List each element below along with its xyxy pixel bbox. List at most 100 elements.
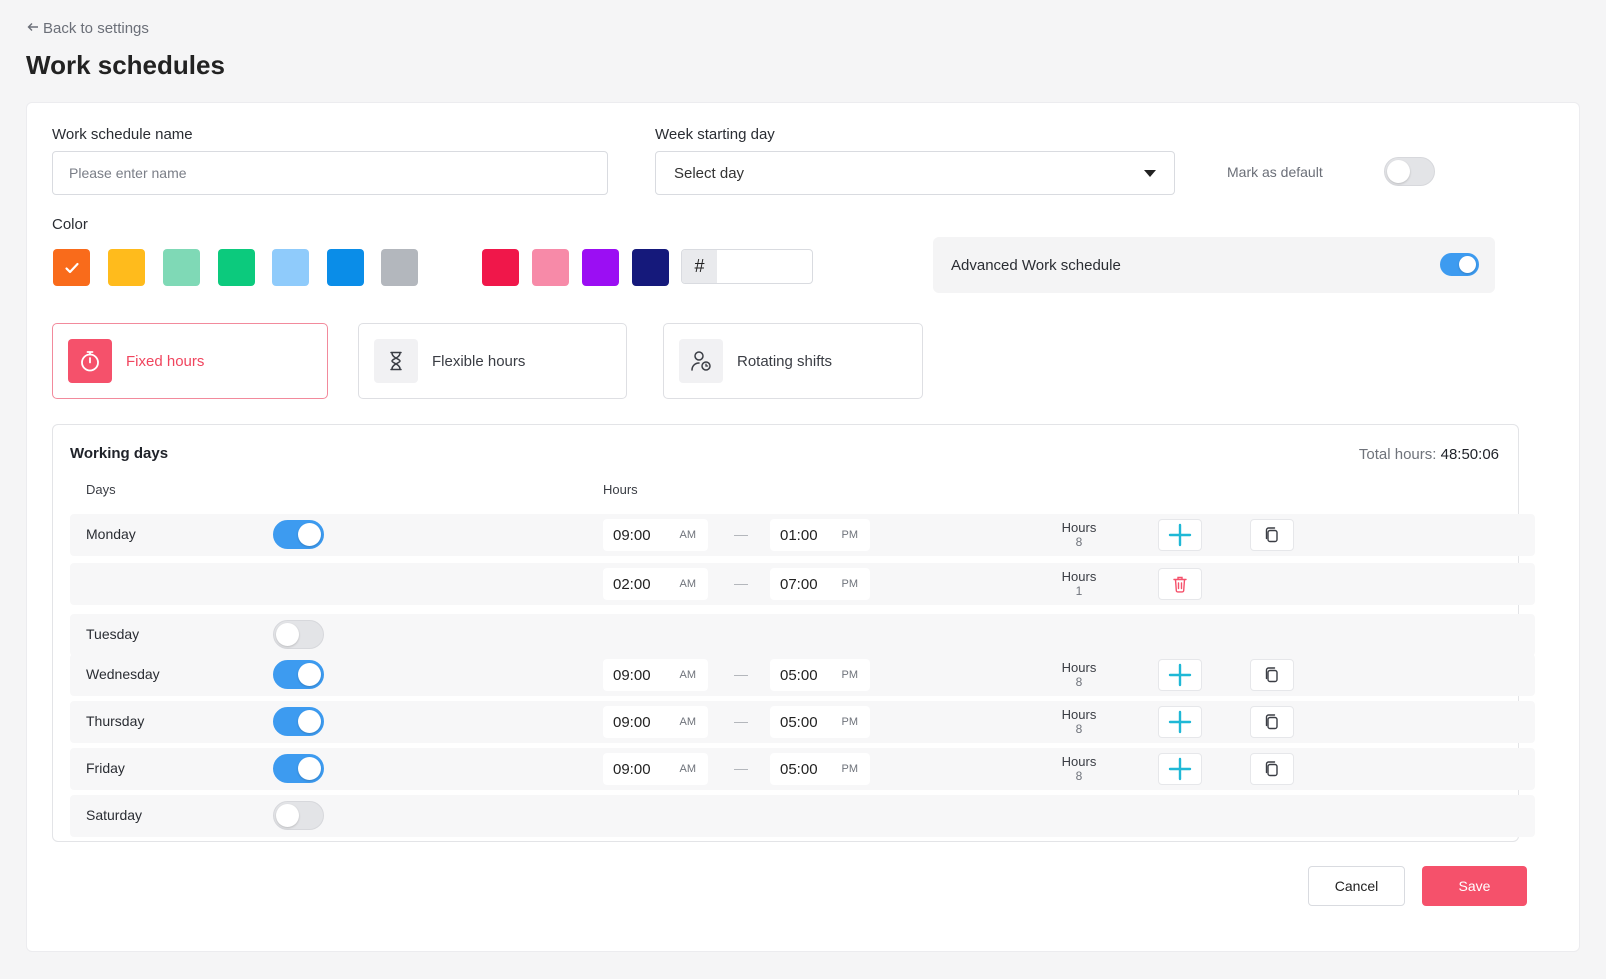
time-separator: —: [734, 713, 748, 729]
mark-default-toggle[interactable]: [1384, 157, 1435, 186]
color-swatch[interactable]: [327, 249, 364, 286]
start-time-input[interactable]: 09:00 AM: [603, 519, 708, 551]
day-toggle[interactable]: [273, 660, 324, 689]
day-name: Thursday: [86, 713, 145, 729]
time-separator: —: [734, 526, 748, 542]
color-swatch[interactable]: [108, 249, 145, 286]
start-time-input[interactable]: 09:00 AM: [603, 659, 708, 691]
copy-button[interactable]: [1250, 519, 1294, 551]
color-swatch[interactable]: [482, 249, 519, 286]
hours-count: Hours 1: [1054, 569, 1104, 599]
day-name: Saturday: [86, 807, 143, 823]
end-time-input[interactable]: 01:00 PM: [770, 519, 870, 551]
arrow-left-icon: [27, 20, 39, 37]
day-toggle[interactable]: [273, 520, 324, 549]
plus-icon: [1168, 757, 1192, 781]
schedule-form-card: Work schedule name Please enter name Wee…: [26, 102, 1580, 952]
hours-count-value: 8: [1075, 722, 1083, 736]
start-ampm[interactable]: AM: [679, 529, 697, 541]
delete-shift-button[interactable]: [1158, 568, 1202, 600]
end-ampm[interactable]: PM: [841, 578, 859, 590]
end-ampm[interactable]: PM: [841, 529, 859, 541]
copy-button[interactable]: [1250, 659, 1294, 691]
color-swatch[interactable]: [272, 249, 309, 286]
schedule-name-input[interactable]: Please enter name: [52, 151, 608, 195]
color-swatch[interactable]: [632, 249, 669, 286]
copy-icon: [1265, 761, 1278, 777]
color-swatch[interactable]: [53, 249, 90, 286]
start-ampm[interactable]: AM: [679, 716, 697, 728]
start-time-value: 09:00: [613, 713, 651, 731]
copy-button[interactable]: [1250, 753, 1294, 785]
add-shift-button[interactable]: [1158, 519, 1202, 551]
hours-count: Hours 8: [1054, 754, 1104, 784]
day-toggle[interactable]: [273, 801, 324, 830]
hours-count-value: 1: [1075, 584, 1083, 598]
back-link[interactable]: Back to settings: [27, 20, 149, 37]
hours-count-label: Hours: [1061, 569, 1097, 584]
day-name: Wednesday: [86, 666, 160, 682]
advanced-schedule-toggle[interactable]: [1440, 253, 1479, 276]
end-time-input[interactable]: 05:00 PM: [770, 753, 870, 785]
start-time-value: 09:00: [613, 760, 651, 778]
working-day-row: Saturday: [70, 795, 1535, 837]
color-swatch[interactable]: [163, 249, 200, 286]
copy-button[interactable]: [1250, 706, 1294, 738]
add-shift-button[interactable]: [1158, 753, 1202, 785]
working-day-row: Thursday 09:00 AM — 05:00 PM Hours 8: [70, 701, 1535, 743]
color-label: Color: [52, 216, 88, 233]
hours-count-label: Hours: [1061, 660, 1097, 675]
color-swatch[interactable]: [381, 249, 418, 286]
hours-count: Hours 8: [1054, 707, 1104, 737]
day-toggle[interactable]: [273, 707, 324, 736]
end-time-input[interactable]: 07:00 PM: [770, 568, 870, 600]
end-time-value: 01:00: [780, 526, 818, 544]
working-day-row: Friday 09:00 AM — 05:00 PM Hours 8: [70, 748, 1535, 790]
day-toggle[interactable]: [273, 754, 324, 783]
schedule-type-flexible[interactable]: Flexible hours: [358, 323, 627, 399]
name-field-label: Work schedule name: [52, 126, 193, 143]
add-shift-button[interactable]: [1158, 659, 1202, 691]
cancel-button[interactable]: Cancel: [1308, 866, 1405, 906]
end-time-value: 05:00: [780, 666, 818, 684]
end-time-input[interactable]: 05:00 PM: [770, 706, 870, 738]
schedule-type-rotating[interactable]: Rotating shifts: [663, 323, 923, 399]
hours-count: Hours 8: [1054, 660, 1104, 690]
start-time-input[interactable]: 09:00 AM: [603, 753, 708, 785]
end-time-value: 05:00: [780, 760, 818, 778]
hex-value: [717, 250, 812, 283]
color-swatch[interactable]: [532, 249, 569, 286]
week-start-select[interactable]: Select day: [655, 151, 1175, 195]
time-separator: —: [734, 760, 748, 776]
advanced-schedule-box: Advanced Work schedule: [933, 237, 1495, 293]
end-ampm[interactable]: PM: [841, 669, 859, 681]
time-separator: —: [734, 575, 748, 591]
hours-count-value: 8: [1075, 769, 1083, 783]
working-days-title: Working days: [70, 445, 169, 462]
day-toggle[interactable]: [273, 620, 324, 649]
hours-count-value: 8: [1075, 675, 1083, 689]
working-day-row: Tuesday: [70, 614, 1535, 656]
start-ampm[interactable]: AM: [679, 763, 697, 775]
schedule-type-label: Rotating shifts: [737, 352, 833, 370]
hex-color-input[interactable]: #: [681, 249, 813, 284]
back-link-label: Back to settings: [43, 20, 149, 37]
color-swatch[interactable]: [218, 249, 255, 286]
user-clock-icon: [679, 339, 723, 383]
schedule-type-fixed[interactable]: Fixed hours: [52, 323, 328, 399]
start-time-input[interactable]: 02:00 AM: [603, 568, 708, 600]
end-time-input[interactable]: 05:00 PM: [770, 659, 870, 691]
plus-icon: [1168, 710, 1192, 734]
start-ampm[interactable]: AM: [679, 669, 697, 681]
color-swatch[interactable]: [582, 249, 619, 286]
start-ampm[interactable]: AM: [679, 578, 697, 590]
end-ampm[interactable]: PM: [841, 716, 859, 728]
end-time-value: 07:00: [780, 575, 818, 593]
end-ampm[interactable]: PM: [841, 763, 859, 775]
add-shift-button[interactable]: [1158, 706, 1202, 738]
start-time-input[interactable]: 09:00 AM: [603, 706, 708, 738]
total-hours-value: 48:50:06: [1440, 446, 1499, 463]
advanced-schedule-label: Advanced Work schedule: [951, 256, 1121, 274]
day-name: Monday: [86, 526, 136, 542]
save-button[interactable]: Save: [1422, 866, 1527, 906]
